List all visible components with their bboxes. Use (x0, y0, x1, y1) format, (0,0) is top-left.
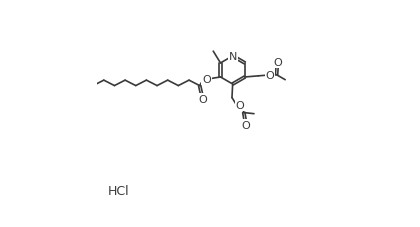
Text: O: O (273, 58, 282, 68)
Text: HCl: HCl (108, 184, 130, 197)
Text: O: O (236, 101, 244, 111)
Text: O: O (241, 121, 250, 131)
Text: N: N (228, 52, 237, 62)
Text: O: O (198, 94, 207, 104)
Text: O: O (265, 71, 274, 81)
Text: O: O (202, 74, 211, 84)
